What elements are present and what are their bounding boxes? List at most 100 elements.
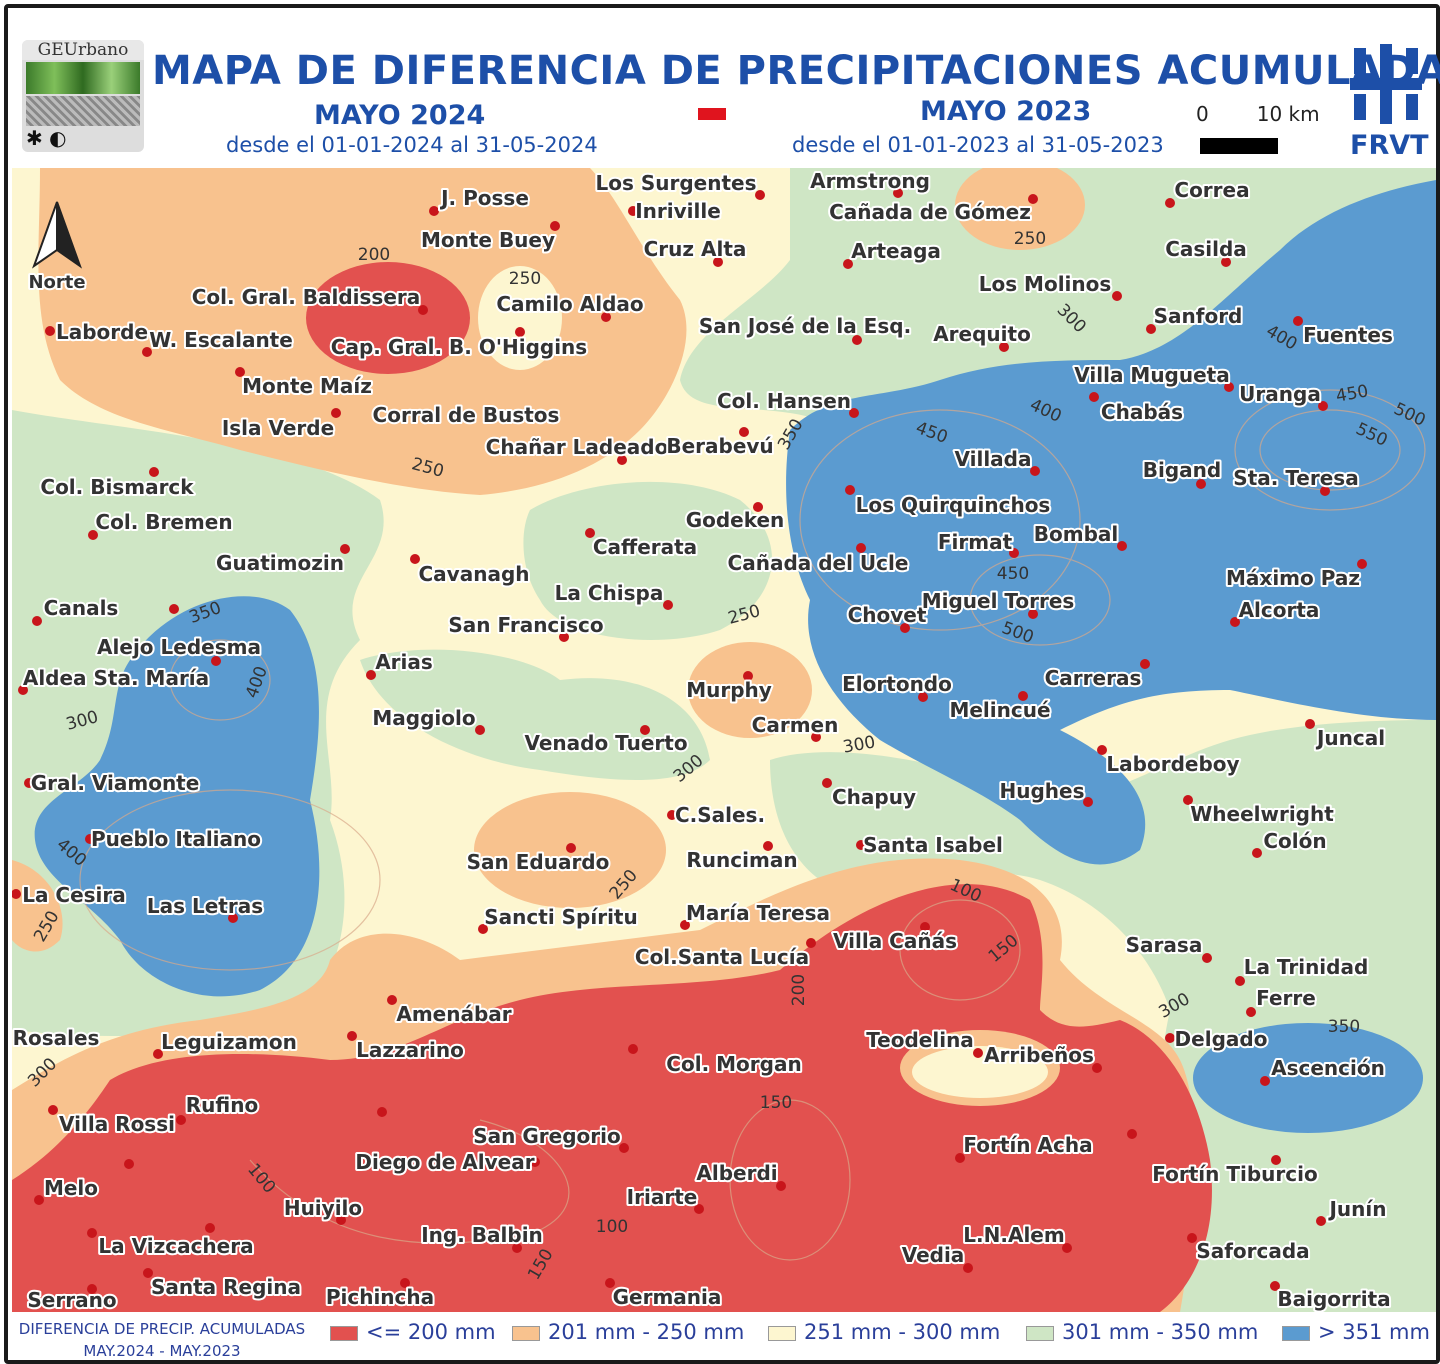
town-dot[interactable]: [849, 408, 859, 418]
town-label[interactable]: San Gregorio: [471, 1122, 622, 1150]
town-label[interactable]: Sancti Spíritu: [482, 903, 639, 931]
town-label[interactable]: Aldea Sta. María: [21, 664, 211, 692]
town-dot[interactable]: [619, 1143, 629, 1153]
town-dot[interactable]: [755, 190, 765, 200]
town-dot[interactable]: [331, 408, 341, 418]
town-dot[interactable]: [12, 889, 21, 899]
town-dot[interactable]: [1127, 1129, 1137, 1139]
town-dot[interactable]: [1357, 559, 1367, 569]
town-dot[interactable]: [973, 1048, 983, 1058]
town-dot[interactable]: [601, 312, 611, 322]
town-label[interactable]: Pueblo Italiano: [89, 825, 263, 853]
town-dot[interactable]: [1062, 1243, 1072, 1253]
town-label[interactable]: L.N.Alem: [961, 1221, 1066, 1249]
town-label[interactable]: Berabevú: [664, 432, 775, 460]
town-label[interactable]: Hughes: [998, 777, 1087, 805]
town-label[interactable]: Chabás: [1099, 398, 1185, 426]
town-dot[interactable]: [640, 725, 650, 735]
town-label[interactable]: W. Escalante: [147, 326, 295, 354]
town-label[interactable]: Melincué: [947, 696, 1052, 724]
town-dot[interactable]: [955, 1153, 965, 1163]
town-dot[interactable]: [559, 632, 569, 642]
town-label[interactable]: San Eduardo: [465, 848, 612, 876]
town-label[interactable]: Arias: [373, 648, 435, 676]
town-dot[interactable]: [478, 924, 488, 934]
town-dot[interactable]: [1224, 382, 1234, 392]
town-dot[interactable]: [920, 922, 930, 932]
town-dot[interactable]: [605, 1278, 615, 1288]
town-dot[interactable]: [1271, 1155, 1281, 1165]
town-label[interactable]: Juncal: [1313, 724, 1387, 752]
town-dot[interactable]: [1270, 1281, 1280, 1291]
town-dot[interactable]: [918, 692, 928, 702]
town-dot[interactable]: [387, 995, 397, 1005]
town-dot[interactable]: [1221, 257, 1231, 267]
town-label[interactable]: Alejo Ledesma: [95, 633, 263, 661]
town-dot[interactable]: [680, 920, 690, 930]
town-label[interactable]: Arribeños: [982, 1041, 1096, 1069]
town-label[interactable]: Chañar Ladeado: [484, 433, 671, 461]
town-dot[interactable]: [475, 725, 485, 735]
town-label[interactable]: Vedia: [900, 1241, 967, 1269]
town-dot[interactable]: [566, 843, 576, 853]
town-dot[interactable]: [340, 544, 350, 554]
town-label[interactable]: Runciman: [684, 846, 799, 874]
town-dot[interactable]: [228, 913, 238, 923]
town-label[interactable]: Carmen: [750, 711, 841, 739]
town-label[interactable]: Rosales: [12, 1024, 101, 1052]
town-dot[interactable]: [1165, 198, 1175, 208]
town-label[interactable]: Elortondo: [840, 670, 954, 698]
town-label[interactable]: Cañada de Gómez: [827, 198, 1033, 226]
town-dot[interactable]: [34, 1195, 44, 1205]
town-label[interactable]: Corral de Bustos: [371, 401, 562, 429]
town-label[interactable]: Firmat: [936, 528, 1015, 556]
town-dot[interactable]: [1028, 194, 1038, 204]
town-label[interactable]: Col. Bismarck: [38, 473, 196, 501]
town-dot[interactable]: [124, 1159, 134, 1169]
town-dot[interactable]: [418, 305, 428, 315]
town-dot[interactable]: [667, 810, 677, 820]
town-dot[interactable]: [1305, 719, 1315, 729]
town-label[interactable]: Laborde: [54, 318, 150, 346]
town-label[interactable]: Fortín Tiburcio: [1150, 1160, 1319, 1188]
town-label[interactable]: Villa Mugueta: [1072, 361, 1231, 389]
town-dot[interactable]: [999, 342, 1009, 352]
town-label[interactable]: Santa Isabel: [861, 831, 1005, 859]
town-dot[interactable]: [713, 257, 723, 267]
town-dot[interactable]: [1202, 953, 1212, 963]
town-dot[interactable]: [149, 467, 159, 477]
town-label[interactable]: San José de la Esq.: [697, 312, 913, 340]
town-dot[interactable]: [143, 1268, 153, 1278]
town-dot[interactable]: [1030, 466, 1040, 476]
town-dot[interactable]: [550, 221, 560, 231]
town-label[interactable]: Cañada del Ucle: [726, 549, 911, 577]
town-dot[interactable]: [856, 840, 866, 850]
town-dot[interactable]: [515, 327, 525, 337]
town-label[interactable]: Col. Morgan: [664, 1050, 803, 1078]
town-dot[interactable]: [617, 455, 627, 465]
town-label[interactable]: Saforcada: [1194, 1237, 1311, 1265]
town-dot[interactable]: [1117, 541, 1127, 551]
precipitation-map[interactable]: 200 250 250 250 300 400 450 400 350 450 500 550 250 3…: [12, 168, 1436, 1312]
town-label[interactable]: Cafferata: [591, 533, 699, 561]
town-label[interactable]: Los Molinos: [977, 270, 1114, 298]
town-label[interactable]: Villa Rossi: [57, 1110, 177, 1138]
town-dot[interactable]: [88, 530, 98, 540]
town-label[interactable]: Canals: [42, 594, 121, 622]
town-label[interactable]: Sarasa: [1124, 931, 1205, 959]
town-dot[interactable]: [1260, 1076, 1270, 1086]
town-dot[interactable]: [822, 778, 832, 788]
town-label[interactable]: María Teresa: [684, 899, 832, 927]
town-dot[interactable]: [845, 485, 855, 495]
town-label[interactable]: La Chispa: [553, 579, 666, 607]
town-label[interactable]: Santa Regina: [149, 1273, 303, 1301]
town-dot[interactable]: [1316, 1216, 1326, 1226]
town-label[interactable]: Diego de Alvear: [353, 1148, 536, 1176]
town-dot[interactable]: [1009, 548, 1019, 558]
town-dot[interactable]: [45, 326, 55, 336]
town-dot[interactable]: [763, 841, 773, 851]
town-label[interactable]: Monte Buey: [419, 226, 557, 254]
town-dot[interactable]: [429, 206, 439, 216]
town-dot[interactable]: [1089, 392, 1099, 402]
town-label[interactable]: Rufino: [184, 1091, 260, 1119]
